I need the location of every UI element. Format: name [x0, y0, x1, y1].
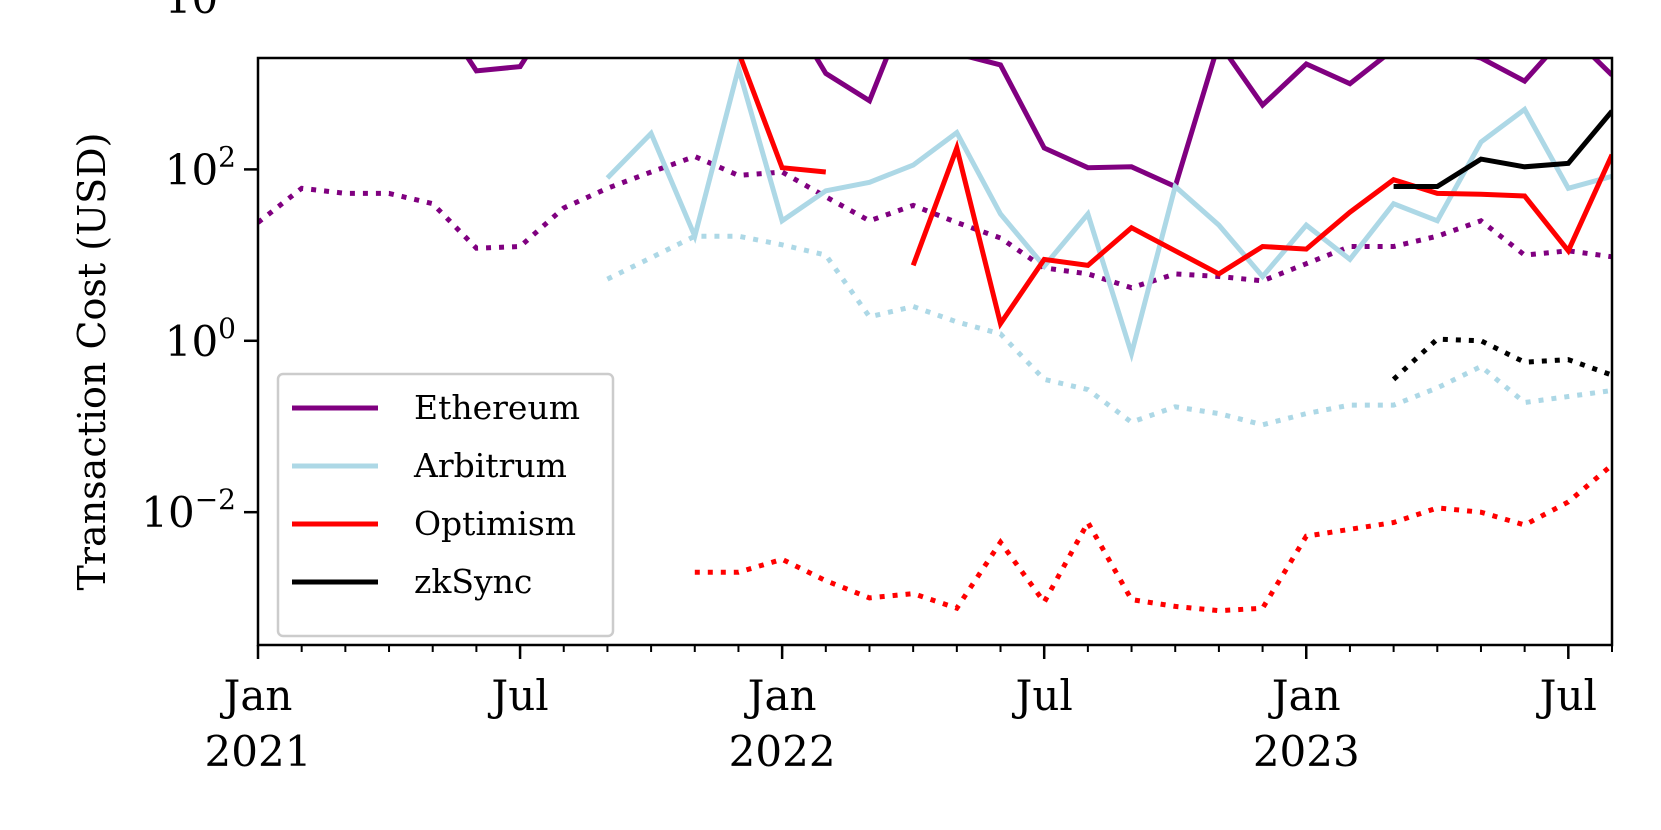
series-line-ethereum — [464, 58, 1612, 190]
y-axis-label: Transaction Cost (USD) — [70, 133, 114, 591]
legend-label: Ethereum — [414, 388, 580, 427]
legend-label: Arbitrum — [413, 446, 567, 485]
series-layer — [258, 58, 1612, 614]
plot-frame — [256, 56, 1614, 647]
legend-label: Optimism — [414, 504, 576, 543]
legend-box — [276, 372, 615, 638]
x-tick-label: Jul — [1536, 671, 1597, 720]
series-line-optimism — [910, 139, 1612, 330]
series-line-zksync — [1393, 109, 1612, 189]
series-line-arbitrum — [605, 58, 1612, 363]
series-line-optimism — [738, 58, 827, 175]
y-tick-label: 104 — [165, 0, 236, 23]
series-line-optimism-dotted — [694, 463, 1612, 614]
x-tick-year-label: 2021 — [205, 727, 312, 776]
x-tick-year-label: 2023 — [1253, 727, 1360, 776]
legend: Ethereum Arbitrum Optimism zkSync — [276, 372, 615, 638]
series-line-zksync-dotted — [1391, 336, 1612, 382]
series-line-ethereum-dotted — [258, 153, 1612, 291]
x-tick-label: Jan — [1268, 671, 1341, 720]
x-tick-label: Jul — [487, 671, 548, 720]
legend-label: zkSync — [414, 562, 532, 601]
y-tick-label: 10−2 — [141, 483, 236, 537]
x-tick-label: Jul — [1012, 671, 1073, 720]
x-tick-year-label: 2022 — [729, 727, 836, 776]
series-line-arbitrum-dotted — [606, 233, 1612, 428]
x-tick-label: Jan — [744, 671, 817, 720]
y-tick-label: 102 — [165, 140, 236, 194]
y-tick-label: 100 — [165, 312, 236, 366]
axis-ticks: Jan 2021 Jul Jan 2022 Jul Jan 2023 Jul 104 102 100 1… — [141, 0, 1613, 776]
x-tick-label: Jan — [220, 671, 293, 720]
